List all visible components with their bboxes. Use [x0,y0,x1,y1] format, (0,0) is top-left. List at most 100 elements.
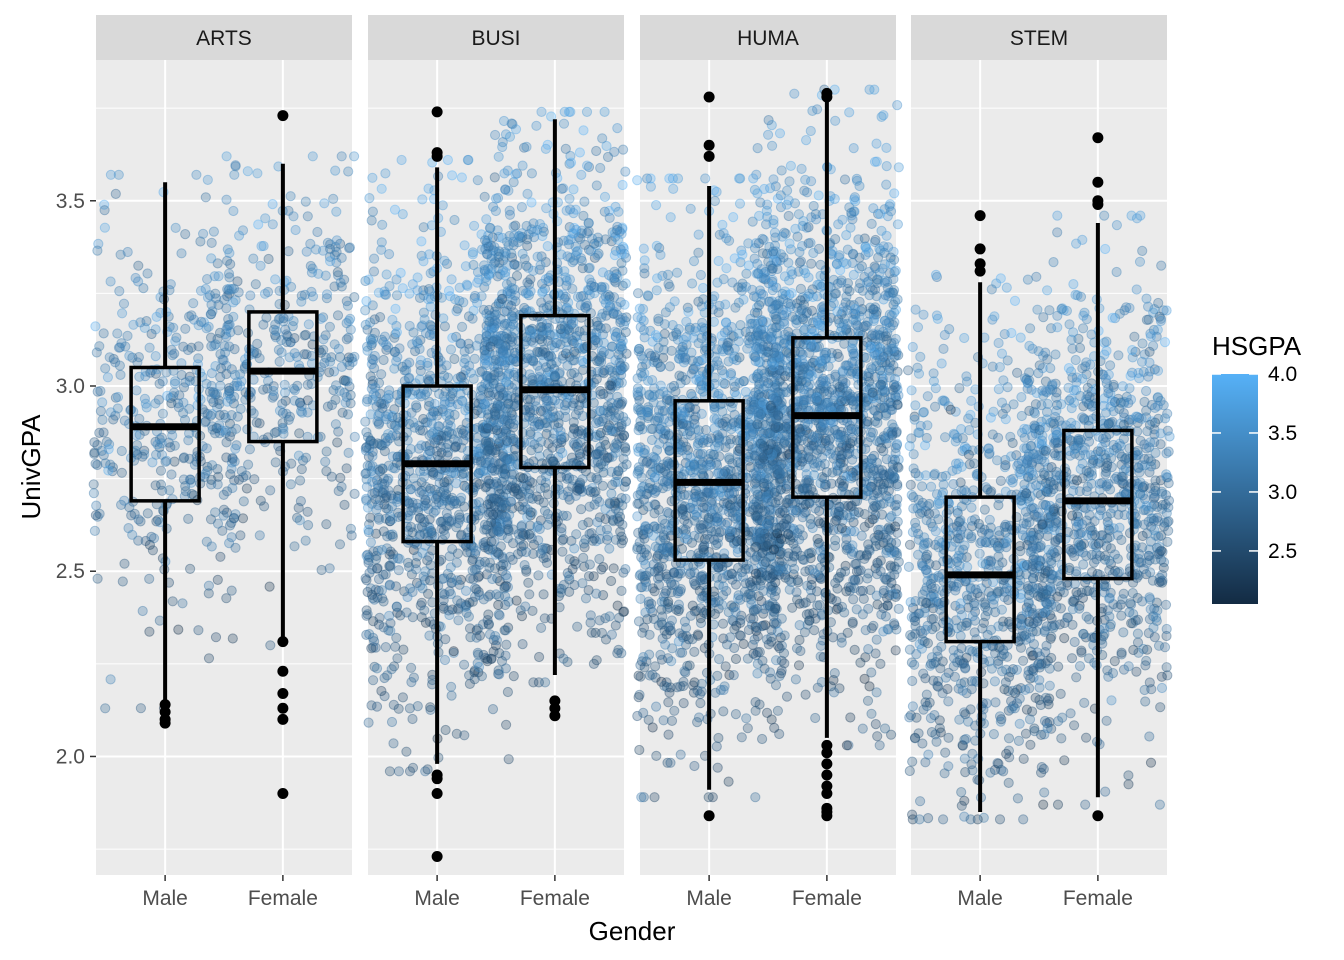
data-point [663,697,674,708]
data-point [479,524,490,535]
data-point [673,605,684,617]
data-point [178,474,189,485]
outlier-point [431,788,443,799]
data-point [650,330,661,341]
data-point [289,395,300,406]
data-point [697,448,708,459]
data-point [154,434,165,445]
data-point [712,762,723,773]
data-point [576,504,587,515]
data-point [94,341,105,352]
data-point [600,503,611,515]
data-point [610,331,621,342]
data-point [444,586,455,597]
data-point [303,520,314,531]
data-point [695,432,706,443]
data-point [633,446,644,457]
data-point [122,246,133,258]
data-point [388,738,399,749]
data-point [404,466,415,477]
panel-background [96,60,352,875]
data-point [170,336,181,347]
data-point [559,332,571,344]
data-point [203,653,215,664]
data-point [387,514,398,525]
data-point [226,585,237,596]
data-point [697,317,708,328]
data-point [360,319,371,330]
data-point [221,368,232,380]
data-point [695,698,706,709]
data-point [180,481,191,492]
data-point [103,465,114,476]
data-point [537,544,548,556]
data-point [462,547,473,558]
data-point [611,400,623,411]
data-point [736,732,747,743]
data-point [97,397,108,408]
data-point [336,281,347,292]
data-point [209,271,220,282]
data-point [420,328,432,339]
data-point [469,220,480,231]
data-point [95,385,106,397]
data-point [440,724,451,736]
data-point [96,445,108,456]
data-point [173,402,184,413]
data-point [562,323,574,334]
data-point [287,321,298,332]
data-point [675,490,686,502]
data-point [505,288,516,299]
data-point [258,384,269,395]
data-point [270,274,281,285]
data-point [123,523,134,534]
data-point [331,380,342,391]
data-point [252,338,263,349]
data-point [104,352,115,363]
data-point [105,276,116,287]
data-point [271,325,282,336]
outlier-point [277,665,289,677]
data-point [174,390,185,401]
data-point [231,440,242,451]
data-point [491,546,502,557]
data-point [617,344,628,355]
data-point [282,331,293,342]
data-point [592,250,603,261]
data-point [207,421,218,432]
data-point [693,229,704,240]
data-point [380,642,391,653]
data-point [567,283,578,294]
data-point [726,424,737,435]
data-point [467,596,478,607]
data-point [426,418,437,429]
data-point [502,415,513,426]
data-point [99,222,111,233]
data-point [717,219,728,230]
data-point [157,408,168,419]
data-point [685,203,696,214]
data-point [218,489,229,500]
data-point [185,563,196,575]
data-point [225,259,236,270]
data-point [220,412,231,423]
data-point [613,421,624,433]
data-point [372,438,383,449]
data-point [201,378,212,389]
data-point [632,387,643,398]
data-point [144,573,155,585]
data-point [165,279,176,290]
data-point [499,168,510,179]
data-point [647,669,658,680]
data-point [390,303,401,314]
data-point [341,334,352,345]
data-point [112,403,123,414]
data-point [384,580,395,591]
data-point [717,618,729,629]
data-point [668,183,679,194]
data-point [410,400,422,411]
data-point [248,253,259,264]
data-point [278,316,289,327]
